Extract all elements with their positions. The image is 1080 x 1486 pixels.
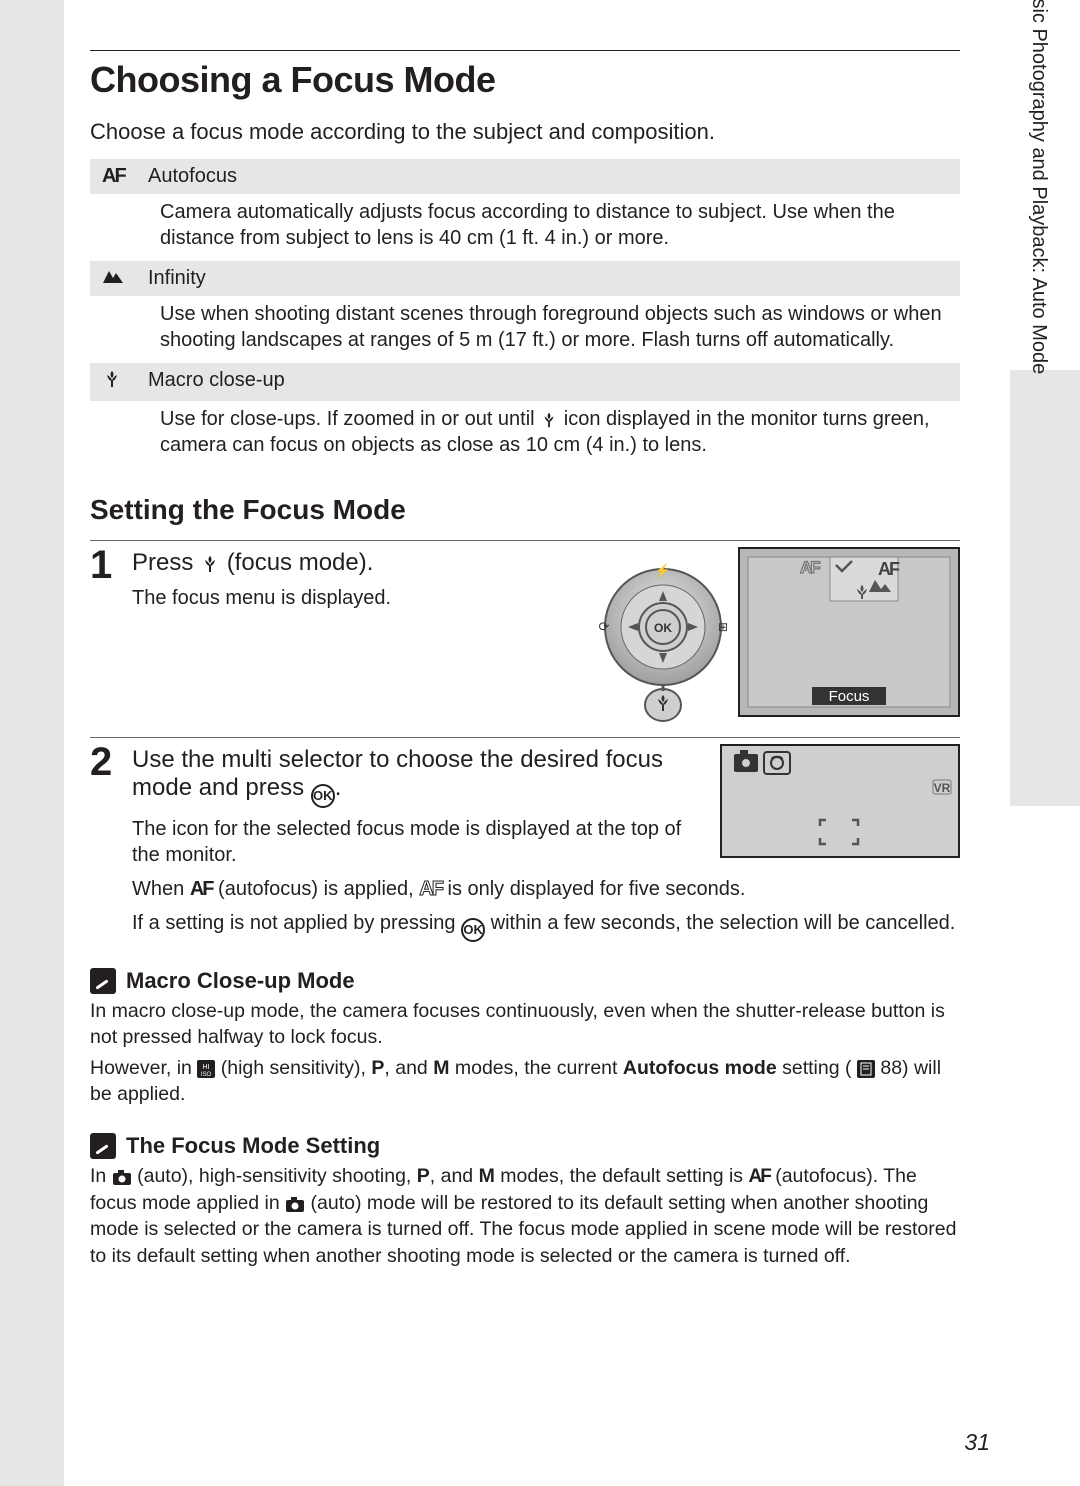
mode-desc: Camera automatically adjusts focus accor…: [90, 194, 960, 261]
mode-desc: Use when shooting distant scenes through…: [90, 296, 960, 363]
af-icon: AF: [102, 165, 125, 187]
side-tab: Basic Photography and Playback: Auto Mod…: [980, 370, 1080, 806]
svg-text:HI: HI: [203, 1064, 210, 1071]
intro-text: Choose a focus mode according to the sub…: [90, 119, 960, 145]
svg-text:⊞: ⊞: [718, 620, 728, 634]
step-body: The icon for the selected focus mode is …: [132, 816, 704, 868]
top-rule: [90, 50, 960, 51]
step-title: Use the multi selector to choose the des…: [132, 746, 704, 808]
step-number: 1: [90, 545, 132, 585]
page-ref-icon: [857, 1060, 875, 1078]
macro-icon: [102, 369, 122, 389]
step1-graphic: OK ⚡ ⟳ ⊞ AF A: [588, 547, 960, 727]
step-title: Press (focus mode).: [132, 549, 572, 577]
table-row: Infinity: [90, 261, 960, 296]
step-body: The focus menu is displayed.: [132, 585, 572, 611]
camera-icon: [285, 1197, 305, 1213]
note-heading: Macro Close-up Mode: [90, 968, 960, 994]
camera-icon: [112, 1170, 132, 1186]
mountain-icon: [102, 268, 124, 284]
mode-label: Macro close-up: [148, 363, 960, 401]
lcd-screen-focus: AF AF Focus: [738, 547, 960, 717]
svg-text:⚡: ⚡: [655, 563, 671, 579]
svg-text:AF: AF: [800, 558, 820, 577]
af-icon: AF: [748, 1166, 769, 1187]
note-text: In macro close-up mode, the camera focus…: [90, 998, 960, 1051]
mode-label: Infinity: [148, 261, 960, 296]
screen-focus-label: Focus: [829, 688, 870, 705]
note-heading: The Focus Mode Setting: [90, 1133, 960, 1159]
step-rule: [90, 540, 960, 541]
step2-graphic: VR: [720, 744, 960, 863]
ok-icon: OK: [461, 918, 485, 942]
vr-badge: VR: [934, 781, 951, 795]
svg-text:⟳: ⟳: [599, 619, 610, 634]
af-outline-icon: AF: [419, 878, 442, 900]
note-text: In (auto), high-sensitivity shooting, P,…: [90, 1163, 960, 1269]
side-tab-label: Basic Photography and Playback: Auto Mod…: [1026, 0, 1050, 384]
af-icon: AF: [190, 878, 213, 900]
ok-icon: OK: [311, 784, 335, 808]
macro-icon: [200, 554, 220, 574]
left-gray-bar: [0, 0, 64, 1486]
svg-text:ISO: ISO: [201, 1072, 212, 1078]
step-number: 2: [90, 742, 132, 782]
setting-heading: Setting the Focus Mode: [90, 494, 960, 526]
note-text: However, in HIISO (high sensitivity), P,…: [90, 1055, 960, 1108]
step-body: When AF (autofocus) is applied, AF is on…: [132, 876, 960, 902]
mode-label: Autofocus: [148, 159, 960, 194]
step-body: If a setting is not applied by pressing …: [132, 910, 960, 942]
macro-icon: [540, 411, 558, 429]
focus-mode-table: AF Autofocus Camera automatically adjust…: [90, 159, 960, 468]
multi-selector-icon: OK ⚡ ⟳ ⊞: [588, 547, 738, 727]
pencil-box-icon: [90, 968, 116, 994]
table-row: Macro close-up: [90, 363, 960, 401]
pencil-box-icon: [90, 1133, 116, 1159]
lcd-screen-result: VR: [720, 744, 960, 858]
svg-text:AF: AF: [878, 559, 900, 579]
page-title: Choosing a Focus Mode: [90, 59, 960, 101]
hi-iso-icon: HIISO: [197, 1060, 215, 1078]
table-row: AF Autofocus: [90, 159, 960, 194]
page-number: 31: [964, 1429, 990, 1456]
step-rule: [90, 737, 960, 738]
mode-desc: Use for close-ups. If zoomed in or out u…: [90, 401, 960, 468]
svg-text:OK: OK: [654, 621, 672, 635]
